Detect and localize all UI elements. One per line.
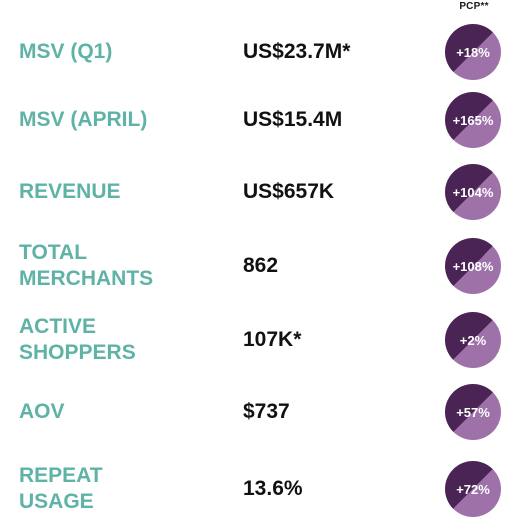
pcp-change-value: +104% bbox=[452, 184, 494, 200]
metric-label: REVENUE bbox=[19, 180, 121, 203]
pcp-change-badge: +2% bbox=[445, 312, 501, 368]
pcp-change-value: +72% bbox=[456, 481, 490, 497]
pcp-change-badge: +18% bbox=[445, 24, 501, 80]
pcp-change-value: +18% bbox=[456, 44, 490, 60]
pcp-change-badge: +104% bbox=[445, 164, 501, 220]
metric-label: MSV (APRIL) bbox=[19, 108, 148, 131]
metric-label: REPEAT USAGE bbox=[19, 464, 103, 513]
metric-value: US$15.4M bbox=[243, 108, 343, 131]
pcp-change-value: +108% bbox=[452, 258, 494, 274]
metric-row-revenue: REVENUE US$657K +104% bbox=[0, 162, 525, 222]
pcp-change-value: +2% bbox=[459, 332, 487, 348]
metric-value: 107K* bbox=[243, 328, 302, 351]
pcp-column-header: PCP** bbox=[459, 1, 489, 12]
metric-label: ACTIVE SHOPPERS bbox=[19, 315, 136, 364]
metric-label: MSV (Q1) bbox=[19, 40, 113, 63]
metric-row-aov: AOV $737 +57% bbox=[0, 382, 525, 442]
pcp-change-badge: +165% bbox=[445, 92, 501, 148]
pcp-change-badge: +57% bbox=[445, 384, 501, 440]
pcp-change-badge: +72% bbox=[445, 461, 501, 517]
metric-row-total-merchants: TOTAL MERCHANTS 862 +108% bbox=[0, 236, 525, 296]
metric-value: US$657K bbox=[243, 180, 335, 203]
metric-row-msv-q1: MSV (Q1) US$23.7M* +18% bbox=[0, 22, 525, 82]
metric-value: 13.6% bbox=[243, 477, 303, 500]
pcp-change-value: +57% bbox=[456, 404, 490, 420]
metric-row-repeat-usage: REPEAT USAGE 13.6% +72% bbox=[0, 459, 525, 519]
metric-label: TOTAL MERCHANTS bbox=[19, 241, 154, 290]
metric-value: US$23.7M* bbox=[243, 40, 351, 63]
pcp-change-badge: +108% bbox=[445, 238, 501, 294]
metric-row-active-shoppers: ACTIVE SHOPPERS 107K* +2% bbox=[0, 310, 525, 370]
pcp-change-value: +165% bbox=[452, 112, 494, 128]
metric-label: AOV bbox=[19, 400, 65, 423]
metric-value: 862 bbox=[243, 254, 279, 277]
metric-value: $737 bbox=[243, 400, 290, 423]
metric-row-msv-april: MSV (APRIL) US$15.4M +165% bbox=[0, 90, 525, 150]
